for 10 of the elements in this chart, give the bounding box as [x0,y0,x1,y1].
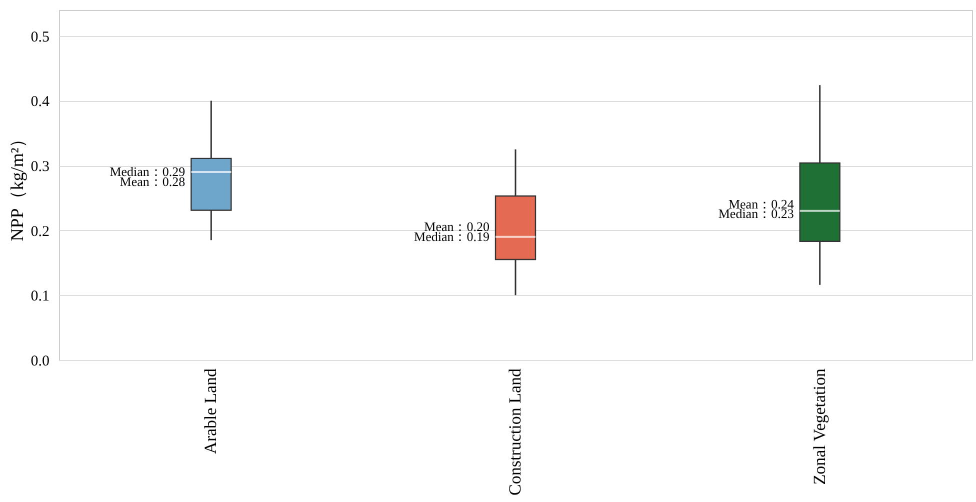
x-tick-label: Arable Land [201,368,220,454]
y-tick-label: 0.5 [30,29,50,46]
x-tick-label: Zonal Vegetation [810,368,829,485]
y-tick-label: 0.1 [30,288,50,305]
x-tick-label: Construction Land [506,368,524,496]
y-tick-label: 0.2 [30,224,50,240]
y-tick-label: 0.3 [30,159,50,176]
y-tick-label: 0.0 [30,354,50,370]
y-axis-title: NPP（kg/m²） [6,130,27,242]
y-tick-label: 0.4 [30,94,50,110]
